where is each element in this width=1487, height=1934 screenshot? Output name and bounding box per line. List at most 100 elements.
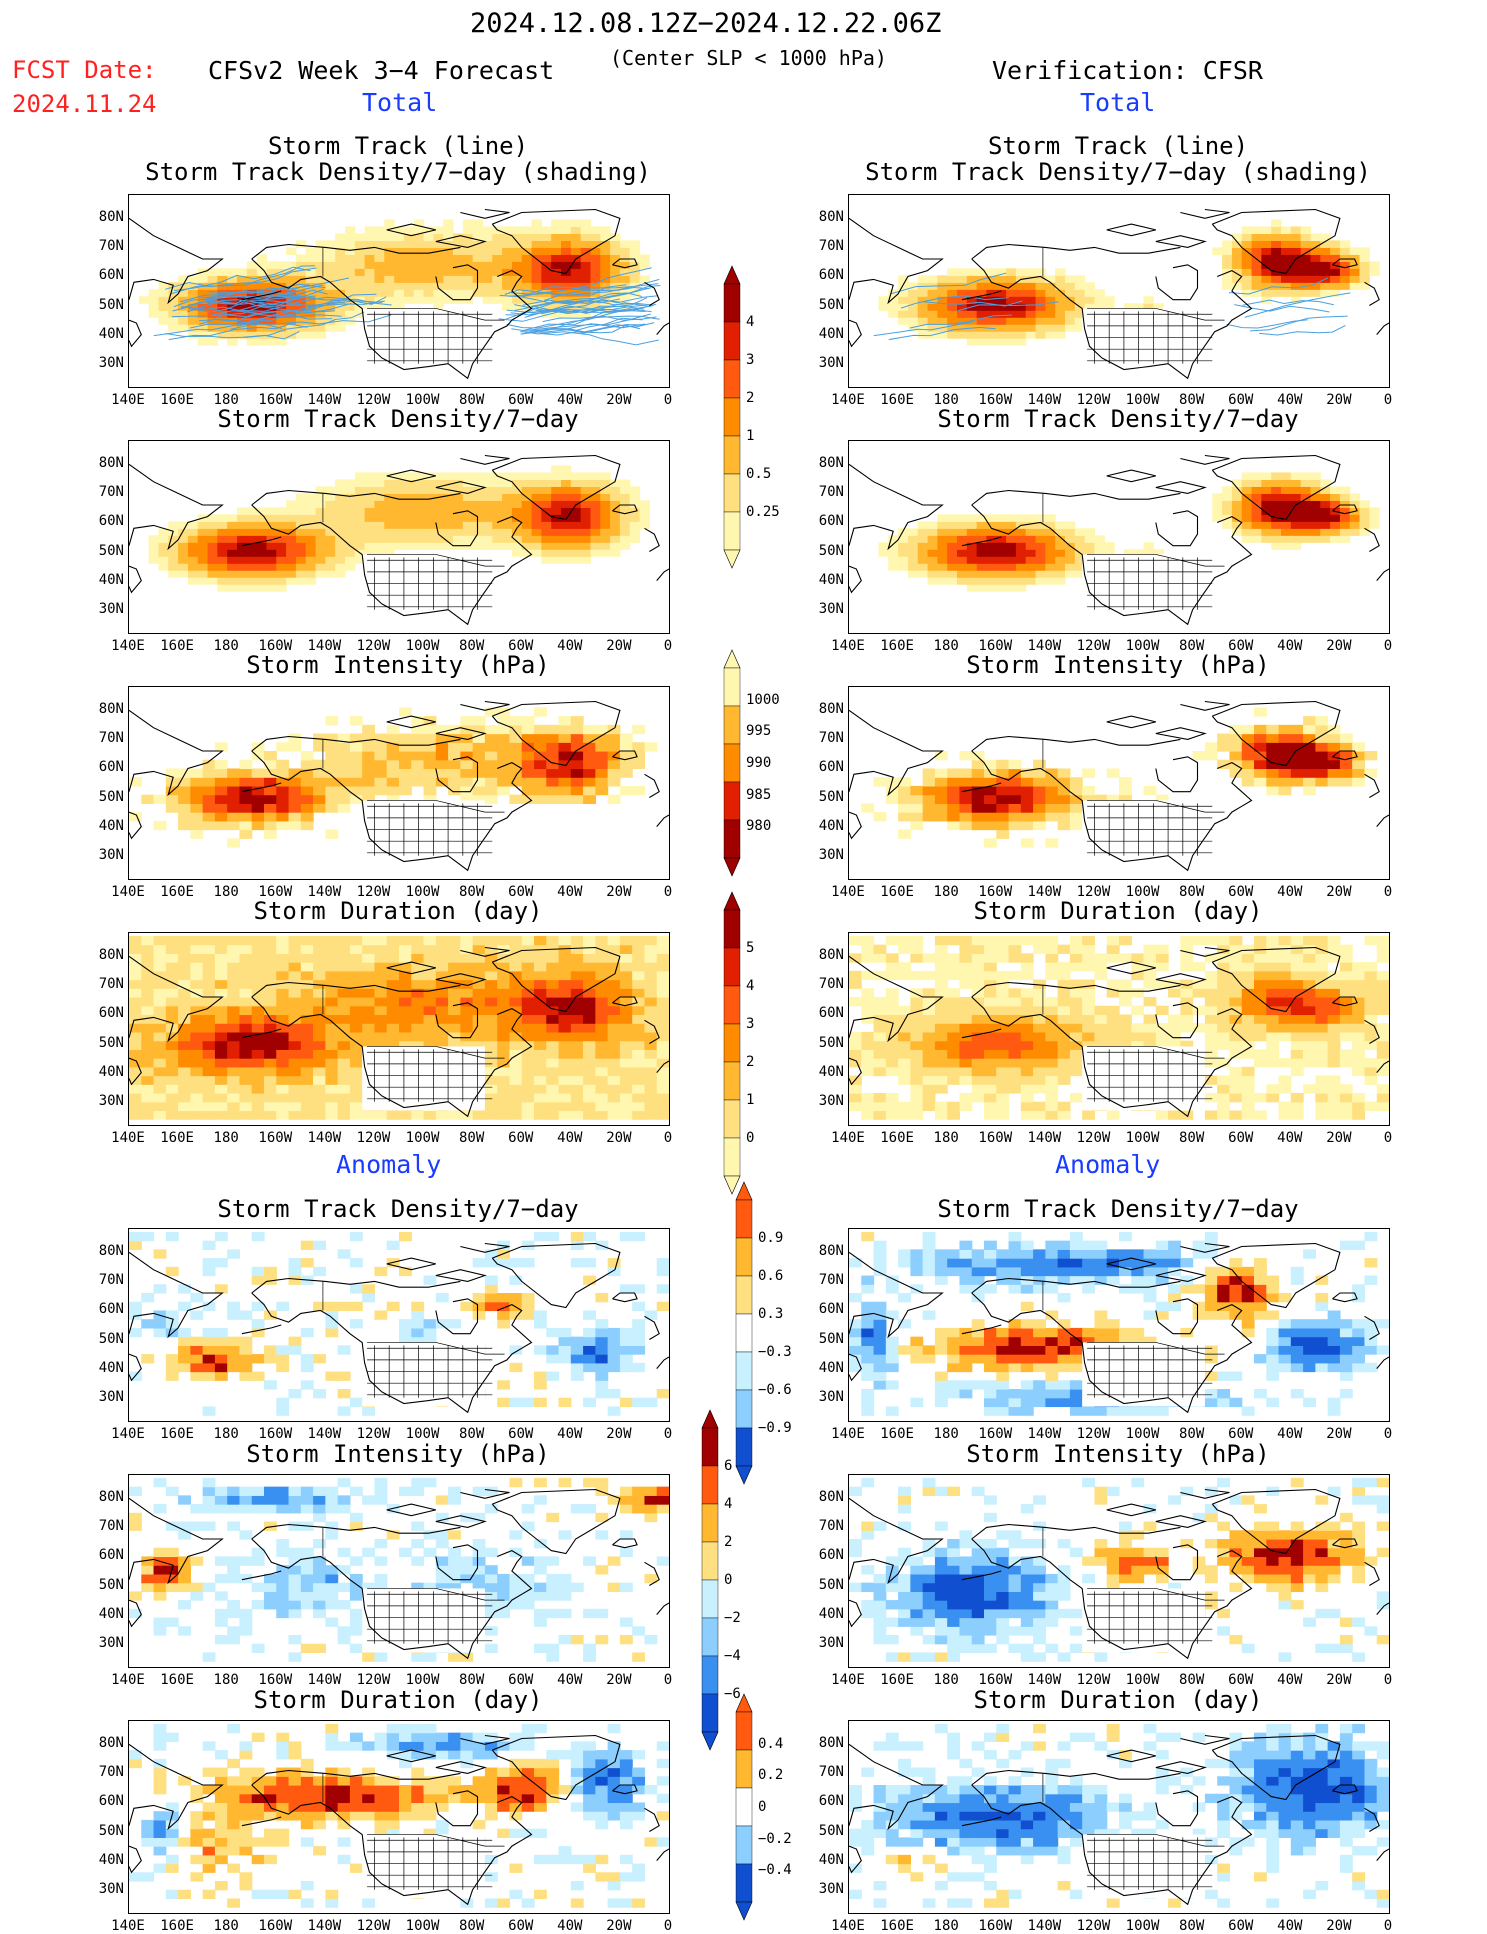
lon-tick-label: 100W bbox=[1118, 1672, 1168, 1688]
section-anomaly-left: Anomaly bbox=[336, 1150, 441, 1179]
lat-tick-label: 40N bbox=[84, 1606, 124, 1622]
lon-tick-label: 100W bbox=[1118, 1130, 1168, 1146]
lon-tick-label: 0 bbox=[1363, 1426, 1413, 1442]
lat-tick-label: 40N bbox=[804, 818, 844, 834]
lat-tick-label: 30N bbox=[84, 847, 124, 863]
lon-tick-label: 0 bbox=[643, 1130, 693, 1146]
lon-tick-label: 140W bbox=[1019, 1426, 1069, 1442]
lat-tick-label: 70N bbox=[84, 1764, 124, 1780]
lat-tick-label: 50N bbox=[84, 789, 124, 805]
forecast-title: CFSv2 Week 3−4 Forecast bbox=[208, 56, 554, 85]
map-duration-left bbox=[128, 932, 670, 1126]
colorbar-tick-label: 2 bbox=[746, 390, 754, 406]
lon-tick-label: 20W bbox=[594, 884, 644, 900]
lat-tick-label: 70N bbox=[804, 238, 844, 254]
lat-tick-label: 60N bbox=[804, 759, 844, 775]
lat-tick-label: 80N bbox=[84, 455, 124, 471]
lat-tick-label: 80N bbox=[804, 947, 844, 963]
lon-tick-label: 60W bbox=[1216, 1918, 1266, 1934]
lat-tick-label: 70N bbox=[804, 1272, 844, 1288]
colorbar-tick-label: 3 bbox=[746, 352, 754, 368]
lon-tick-label: 60W bbox=[1216, 392, 1266, 408]
lat-tick-label: 50N bbox=[84, 543, 124, 559]
lon-tick-label: 160W bbox=[250, 638, 300, 654]
colorbar-tick-label: 995 bbox=[746, 723, 771, 739]
lon-tick-label: 0 bbox=[1363, 1918, 1413, 1934]
lon-tick-label: 60W bbox=[496, 1426, 546, 1442]
colorbar-tick-label: 1 bbox=[746, 1092, 754, 1108]
lon-tick-label: 40W bbox=[545, 1672, 595, 1688]
lon-tick-label: 140W bbox=[1019, 638, 1069, 654]
title-density-left: Storm Track Density/7−day bbox=[128, 405, 668, 433]
lon-tick-label: 80W bbox=[447, 1672, 497, 1688]
lat-tick-label: 60N bbox=[804, 267, 844, 283]
colorbar-tick-label: 5 bbox=[746, 940, 754, 956]
title-duration-right: Storm Duration (day) bbox=[848, 897, 1388, 925]
lat-tick-label: 40N bbox=[804, 1606, 844, 1622]
map-intensity-right bbox=[848, 686, 1390, 880]
lon-tick-label: 60W bbox=[1216, 638, 1266, 654]
title-track-shading-right: Storm Track Density/7−day (shading) bbox=[848, 158, 1388, 186]
colorbar-tick-label: −0.4 bbox=[758, 1862, 792, 1878]
lon-tick-label: 160E bbox=[152, 884, 202, 900]
lat-tick-label: 30N bbox=[804, 1635, 844, 1651]
lon-tick-label: 120W bbox=[1068, 638, 1118, 654]
colorbar-tick-label: −4 bbox=[724, 1648, 741, 1664]
lat-tick-label: 80N bbox=[84, 1243, 124, 1259]
lat-tick-label: 30N bbox=[84, 1881, 124, 1897]
title-track-shading-left: Storm Track Density/7−day (shading) bbox=[128, 158, 668, 186]
title-track-line-left: Storm Track (line) bbox=[128, 132, 668, 160]
lat-tick-label: 80N bbox=[804, 209, 844, 225]
lat-tick-label: 30N bbox=[84, 1389, 124, 1405]
lat-tick-label: 60N bbox=[84, 1793, 124, 1809]
lon-tick-label: 100W bbox=[1118, 392, 1168, 408]
lat-tick-label: 50N bbox=[804, 543, 844, 559]
map-duration-anom-right bbox=[848, 1720, 1390, 1914]
lon-tick-label: 140W bbox=[299, 1918, 349, 1934]
lon-tick-label: 20W bbox=[594, 1130, 644, 1146]
lon-tick-label: 160E bbox=[872, 1130, 922, 1146]
colorbar-tick-label: 4 bbox=[724, 1496, 732, 1512]
lon-tick-label: 20W bbox=[594, 1672, 644, 1688]
lon-tick-label: 100W bbox=[398, 638, 448, 654]
lat-tick-label: 50N bbox=[84, 1823, 124, 1839]
lon-tick-label: 180 bbox=[921, 1426, 971, 1442]
title-density-anom-left: Storm Track Density/7−day bbox=[128, 1195, 668, 1223]
section-total-left: Total bbox=[362, 88, 437, 117]
colorbar-tick-label: 2 bbox=[746, 1054, 754, 1070]
map-density-anom-right bbox=[848, 1228, 1390, 1422]
lon-tick-label: 160W bbox=[250, 1426, 300, 1442]
lon-tick-label: 40W bbox=[545, 392, 595, 408]
lon-tick-label: 0 bbox=[643, 638, 693, 654]
lon-tick-label: 160W bbox=[970, 1426, 1020, 1442]
title-track-line-right: Storm Track (line) bbox=[848, 132, 1388, 160]
lon-tick-label: 140E bbox=[103, 1672, 153, 1688]
colorbar-tick-label: 0.3 bbox=[758, 1306, 783, 1322]
map-track-right bbox=[848, 194, 1390, 388]
lon-tick-label: 140W bbox=[299, 884, 349, 900]
lon-tick-label: 180 bbox=[201, 884, 251, 900]
lat-tick-label: 50N bbox=[804, 1035, 844, 1051]
lon-tick-label: 120W bbox=[348, 392, 398, 408]
lat-tick-label: 40N bbox=[84, 1064, 124, 1080]
lat-tick-label: 30N bbox=[84, 355, 124, 371]
lon-tick-label: 80W bbox=[1167, 1130, 1217, 1146]
lon-tick-label: 140E bbox=[823, 392, 873, 408]
lat-tick-label: 70N bbox=[804, 1764, 844, 1780]
lon-tick-label: 140E bbox=[823, 1672, 873, 1688]
colorbar-tick-label: 985 bbox=[746, 787, 771, 803]
section-total-right: Total bbox=[1080, 88, 1155, 117]
colorbar-tick-label: 2 bbox=[724, 1534, 732, 1550]
title-density-right: Storm Track Density/7−day bbox=[848, 405, 1388, 433]
colorbar-tick-label: −0.3 bbox=[758, 1344, 792, 1360]
lat-tick-label: 60N bbox=[804, 513, 844, 529]
lon-tick-label: 140W bbox=[299, 1426, 349, 1442]
lat-tick-label: 50N bbox=[84, 297, 124, 313]
lon-tick-label: 40W bbox=[1265, 1130, 1315, 1146]
lon-tick-label: 100W bbox=[1118, 884, 1168, 900]
colorbar-tick-label: −2 bbox=[724, 1610, 741, 1626]
lon-tick-label: 40W bbox=[545, 1918, 595, 1934]
